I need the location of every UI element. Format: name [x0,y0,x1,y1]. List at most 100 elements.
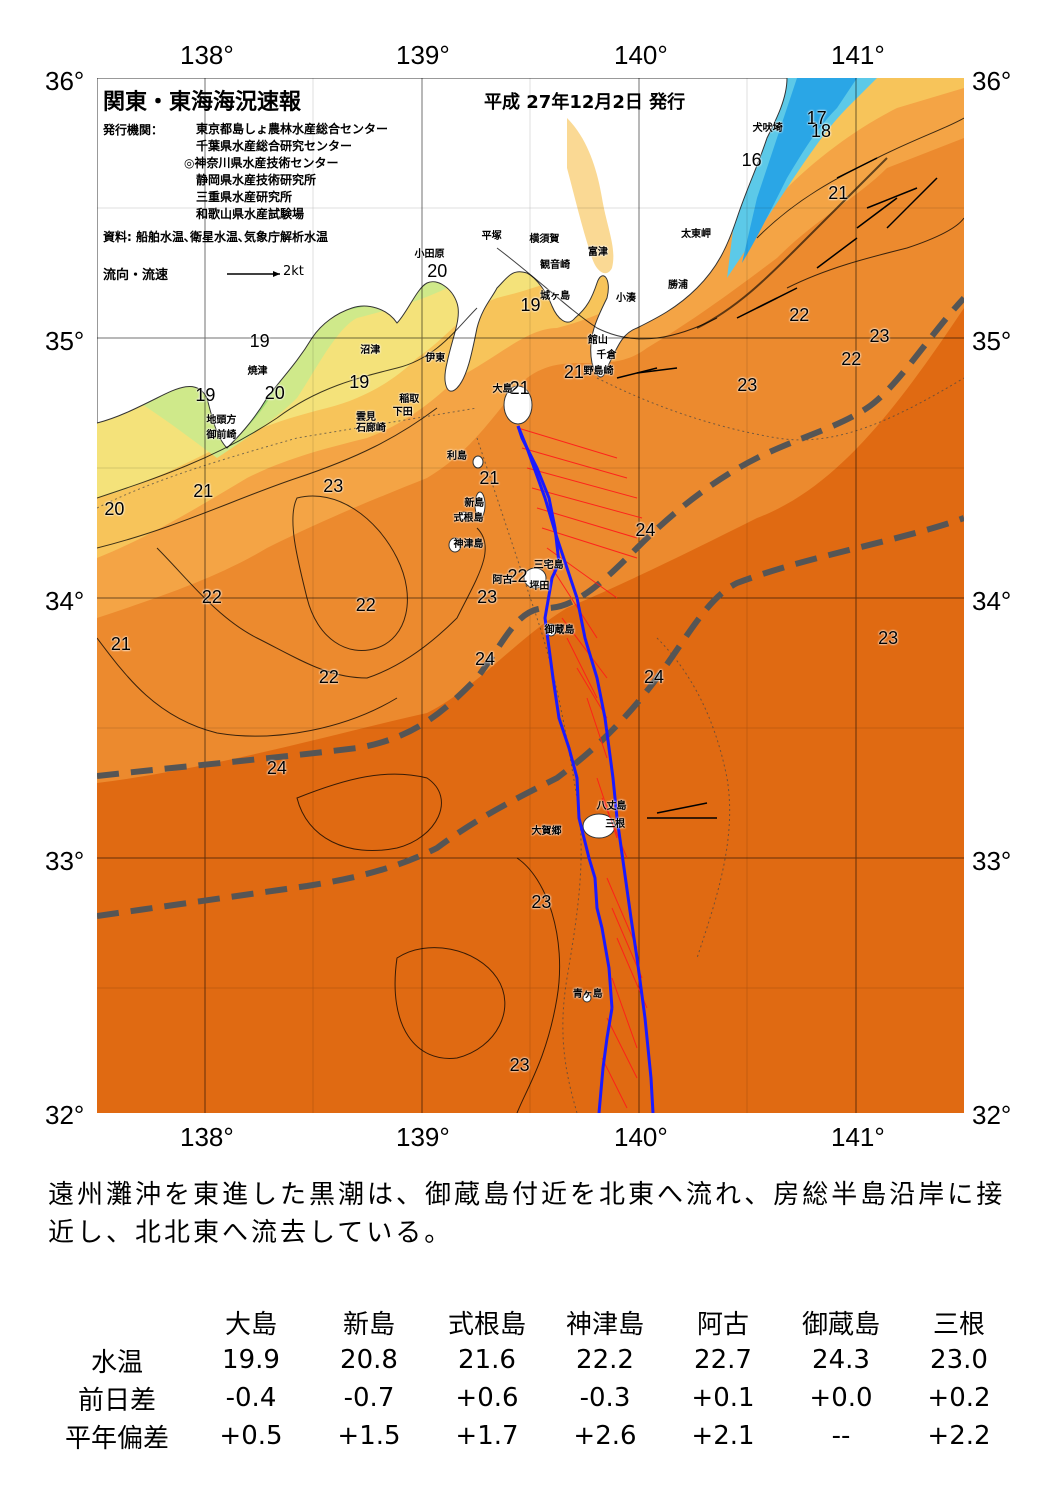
isotherm-label: 16 [741,149,762,170]
place-name: 青ヶ島 [572,989,603,1001]
lat-label-32-right: 32° [972,1100,1012,1130]
table-cell: +0.1 [691,1383,755,1413]
station-header: 神津島 [565,1309,644,1340]
lat-label-35-left: 35° [45,326,85,356]
lat-label-32-left: 32° [45,1100,85,1130]
table-corner [42,1303,192,1341]
table-cell: 22.7 [694,1345,752,1375]
lon-label-139-bottom: 139° [396,1122,450,1152]
isotherm-label: 24 [474,649,495,670]
lat-label-33-right: 33° [972,846,1012,876]
place-name: 伊東 [425,352,446,364]
kuroshio-axis-west [516,425,614,1009]
lat-label-36-right: 36° [972,66,1012,96]
isotherm-label: 22 [201,587,222,608]
station-header: 三根 [932,1309,985,1340]
isotherm-label: 20 [104,499,125,520]
current-vectors-black [616,157,938,819]
shikinejima-island [459,511,469,521]
kuroshio-axis-east [516,425,655,1113]
isotherm-label: 20 [264,382,285,403]
isotherm-label: 19 [249,330,270,351]
map-title: 関東・東海海況速報 [103,90,302,115]
isotherm-label: 22 [507,566,528,587]
station-header: 式根島 [447,1309,526,1340]
summary-comment: 遠州灘沖を東進した黒潮は、御蔵島付近を北東へ流れ、房総半島沿岸に接近し、北北東へ… [48,1180,1006,1248]
place-name: 大島 [492,383,513,395]
station-header: 大島 [224,1309,277,1340]
place-name: 犬吠埼 [752,122,783,134]
isotherm-label: 23 [509,1055,530,1076]
place-name: 三根 [605,818,626,830]
place-name: 城ヶ島 [540,290,571,302]
data-source: 資料: 船舶水温､衛星水温､気象庁解析水温 [103,230,328,244]
place-name: 八丈島 [596,800,627,812]
place-name: 大賀郷 [531,826,562,838]
place-name: 館山 [587,334,608,346]
table-cell: +0.2 [927,1383,991,1413]
isotherm-label: 21 [193,481,214,501]
miyakejima-island [523,567,547,589]
lat-label-35-right: 35° [972,326,1012,356]
legend-label: 流向・流速 [103,268,169,283]
table-cell: +0.0 [809,1383,873,1413]
map-canvas [97,78,964,1113]
table-row: 平年偏差 +0.5 +1.5 +1.7 +2.6 +2.1 -- +2.2 [42,1417,1018,1455]
isotherm-label: 23 [737,374,758,395]
place-name: 三宅島 [533,559,564,571]
station-header: 新島 [342,1309,395,1340]
row-label: 前日差 [77,1385,156,1416]
table-cell: 19.9 [222,1345,280,1375]
table-cell: -0.3 [579,1383,631,1413]
agency-item: 千葉県水産総合研究センター [196,139,353,153]
place-name: 横須賀 [529,233,560,245]
place-name: 焼津 [247,365,268,377]
adcp-current-vectors [517,427,648,1109]
lat-label-34-right: 34° [972,586,1012,616]
sea-blue-zone [742,78,857,263]
oshima-island [503,385,533,425]
table-header-row: 大島 新島 式根島 神津島 阿古 御蔵島 三根 [42,1303,1018,1341]
lat-label-36-left: 36° [45,66,85,96]
place-name: 阿古 [492,575,513,587]
place-name: 観音崎 [540,259,571,271]
place-name: 沼津 [360,345,381,357]
isotherm-label: 23 [477,587,498,608]
place-name: 平塚 [481,231,502,243]
table-cell: +1.5 [337,1421,401,1451]
fine-graticule [97,78,964,1113]
issue-date: 平成 27年12月2日 発行 [484,92,686,113]
station-header: 阿古 [696,1309,749,1340]
station-header: 御蔵島 [801,1309,880,1340]
place-name: 小湊 [616,293,637,305]
lon-label-141-top: 141° [831,40,885,70]
place-name: 神津島 [453,539,484,551]
place-name: 富津 [587,246,608,258]
table-cell: 24.3 [812,1345,870,1375]
place-name: 地頭方 [206,414,237,426]
agency-item: ◎神奈川県水産技術センター [184,156,339,170]
isotherm-label: 19 [349,372,370,393]
aogashima-island [582,993,592,1003]
honshu-land [97,78,788,449]
table-cell: -0.7 [343,1383,395,1413]
place-name: 御蔵島 [544,624,575,636]
agency-label: 発行機関： [103,123,164,137]
lon-label-140-bottom: 140° [614,1122,668,1152]
table-cell: 22.2 [576,1345,634,1375]
table-row: 前日差 -0.4 -0.7 +0.6 -0.3 +0.1 +0.0 +0.2 [42,1379,1018,1417]
isotherm-label: 17 [806,108,827,129]
place-name: 新島 [464,497,485,509]
isotherm-label: 23 [878,628,899,649]
agency-item: 和歌山県水産試験場 [196,207,305,221]
table-cell: +0.5 [219,1421,283,1451]
isotherm-label: 22 [841,349,862,370]
isotherm-label: 21 [828,183,849,204]
place-name: 太東岬 [681,228,712,240]
kuroshio-axis-tail [597,1007,614,1113]
place-name: 稲取 [399,394,420,406]
lon-label-139-top: 139° [396,40,450,70]
table-cell: 21.6 [458,1345,516,1375]
graticule [97,78,964,1113]
legend-arrowhead-icon [273,271,280,277]
